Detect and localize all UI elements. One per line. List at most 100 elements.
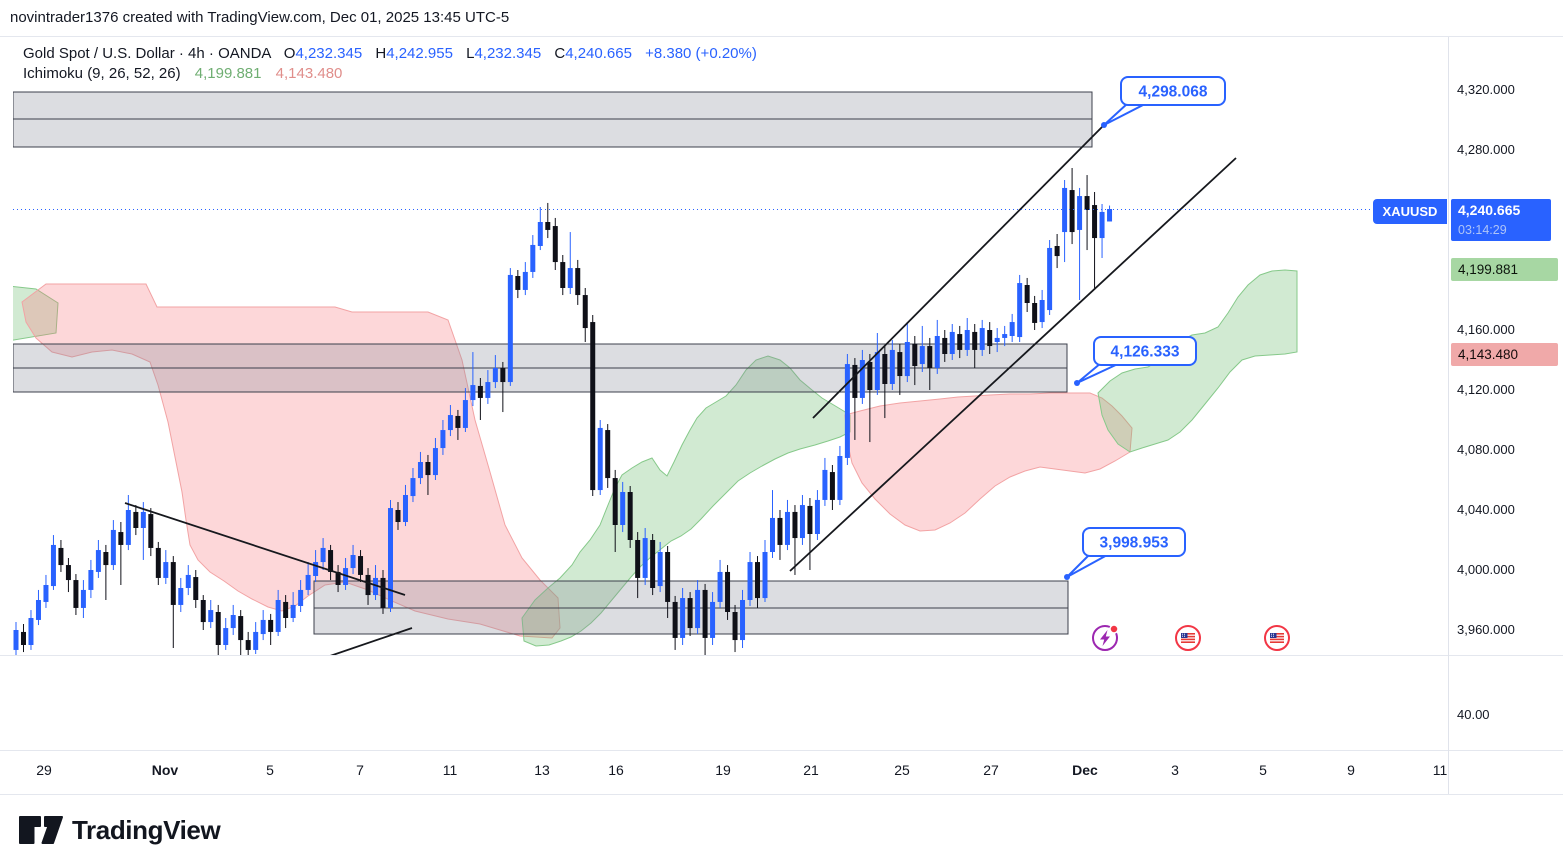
us-economic-event-icon[interactable] [1175, 625, 1201, 651]
candle [987, 322, 993, 354]
candle [253, 622, 259, 654]
candle [620, 481, 626, 533]
candle [552, 217, 558, 270]
candle [867, 354, 873, 443]
candle [979, 319, 985, 356]
low-value: 4,232.345 [474, 45, 542, 62]
candle [627, 486, 633, 548]
candle [747, 552, 753, 606]
plot-area[interactable] [8, 91, 1448, 658]
attribution-bar: novintrader1376 created with TradingView… [0, 0, 1563, 36]
last-price-value: 4,240.665 [1458, 202, 1521, 218]
candle [470, 352, 476, 407]
supply-demand-zone[interactable] [13, 91, 1093, 148]
time-tick-label: 25 [894, 762, 910, 778]
price-callout[interactable]: 4,298.068 [1101, 76, 1226, 128]
tradingview-logo[interactable]: TradingView [18, 810, 221, 850]
candle [455, 409, 461, 440]
callout-price-text: 3,998.953 [1100, 535, 1169, 552]
us-economic-event-icon[interactable] [1264, 625, 1290, 651]
candle [1107, 205, 1113, 222]
price-callout[interactable]: 4,126.333 [1074, 336, 1197, 386]
candle [837, 445, 843, 506]
callout-price-text: 4,126.333 [1111, 344, 1180, 361]
candle [20, 624, 26, 653]
price-scale[interactable]: 4,320.000 4,280.000 4,160.000 4,120.000 4,08… [1449, 37, 1563, 795]
price-callout[interactable]: 3,998.953 [1064, 527, 1186, 580]
candle [283, 595, 289, 629]
candle [148, 508, 154, 557]
close-value: 4,240.665 [565, 45, 632, 62]
candle [874, 333, 880, 395]
candle [515, 270, 521, 299]
header-divider [0, 36, 1563, 37]
candle [35, 589, 41, 626]
candle [275, 589, 281, 636]
candle [575, 259, 581, 305]
candle [710, 592, 716, 645]
candle [695, 580, 701, 635]
candle [1099, 204, 1105, 258]
candle [732, 604, 738, 653]
candle [807, 498, 813, 570]
symbol-legend-row[interactable]: Gold Spot / U.S. Dollar · 4h · OANDA O4,… [23, 44, 757, 64]
time-tick-label: 16 [608, 762, 624, 778]
candle [702, 583, 708, 655]
candle [605, 424, 611, 488]
candle [560, 255, 566, 296]
price-tick-label: 4,120.000 [1457, 382, 1515, 397]
candle [238, 610, 244, 655]
ichimoku-span-a-value: 4,199.881 [194, 65, 262, 82]
candle [889, 340, 895, 390]
time-tick-label: 11 [1432, 762, 1448, 778]
candle [957, 325, 963, 359]
candle [1054, 234, 1060, 269]
candle [755, 556, 761, 608]
candle [582, 288, 588, 342]
candle [590, 315, 596, 497]
candle [934, 319, 940, 374]
candle [852, 358, 858, 440]
channel-upper[interactable] [812, 124, 1105, 419]
candle [1002, 325, 1008, 347]
candle [492, 355, 498, 389]
open-value: 4,232.345 [295, 45, 363, 62]
price-tick-label: 4,040.000 [1457, 502, 1515, 517]
candle [208, 600, 214, 629]
candle [1024, 277, 1030, 312]
candle [799, 495, 805, 545]
candle [485, 370, 491, 404]
candle [417, 451, 423, 485]
time-tick-label: 11 [442, 762, 458, 778]
callout-box [1093, 336, 1197, 366]
price-tick-label: 40.00 [1457, 707, 1490, 722]
candle [373, 565, 379, 600]
symbol-badge-label: XAUUSD [1373, 199, 1447, 224]
descending-trendline[interactable] [124, 502, 406, 596]
indicator-legend-row[interactable]: Ichimoku (9, 26, 52, 26) 4,199.881 4,143… [23, 64, 757, 84]
time-tick-label: 27 [983, 762, 999, 778]
candle [43, 574, 49, 608]
candle [567, 232, 573, 294]
time-tick-label: Dec [1072, 762, 1098, 778]
candle [432, 438, 438, 480]
channel-lower[interactable] [789, 157, 1237, 572]
candle [290, 592, 296, 623]
pane-divider[interactable] [0, 655, 1563, 656]
short-ascending-trendline[interactable] [327, 627, 413, 657]
economic-event-flash-icon[interactable] [1092, 624, 1119, 651]
time-scale[interactable]: 29 Nov 5 7 11 13 16 19 21 25 27 Dec 3 5 9 11 [0, 750, 1448, 794]
candle [740, 589, 746, 648]
candle [792, 505, 798, 575]
cloud-bearish-region [21, 283, 561, 639]
candle [500, 361, 506, 413]
candle [133, 505, 139, 536]
price-tick-label: 3,960.000 [1457, 622, 1515, 637]
low-label: L [466, 45, 475, 62]
candle [597, 420, 603, 495]
callout-box [1082, 527, 1186, 557]
time-tick-label: 9 [1347, 762, 1355, 778]
candle [769, 490, 775, 558]
candle [110, 520, 116, 570]
